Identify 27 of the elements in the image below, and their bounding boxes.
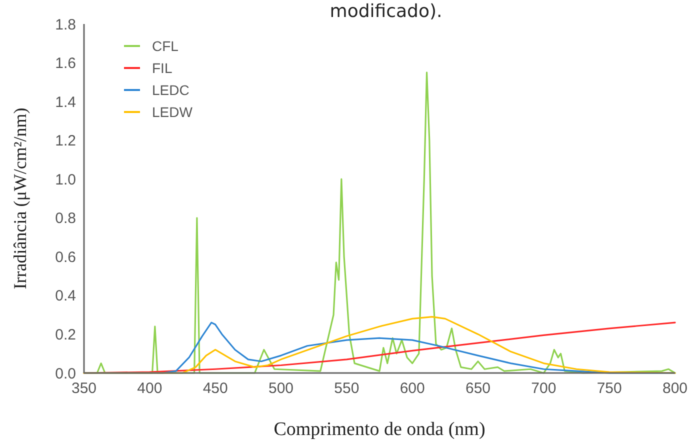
y-tick-label: 0.8 bbox=[55, 210, 76, 228]
x-tick-label: 350 bbox=[71, 380, 97, 397]
x-tick-label: 600 bbox=[400, 380, 425, 397]
x-tick-label: 700 bbox=[531, 380, 556, 397]
x-tick-label: 550 bbox=[334, 380, 360, 397]
x-axis-title: Comprimento de onda (nm) bbox=[274, 419, 486, 440]
y-tick-label: 0.4 bbox=[55, 288, 76, 305]
text: modificado). bbox=[330, 1, 442, 22]
y-tick-label: 0.0 bbox=[55, 365, 76, 382]
x-tick-label: 450 bbox=[202, 380, 228, 397]
legend-label: LEDC bbox=[152, 82, 190, 98]
y-tick-label: 0.6 bbox=[55, 248, 76, 266]
y-tick-label: 1.4 bbox=[55, 94, 76, 111]
x-tick-label: 800 bbox=[662, 380, 688, 397]
x-tick-label: 650 bbox=[465, 380, 491, 397]
legend-label: LEDW bbox=[152, 104, 194, 120]
y-axis-title: Irradiância (μW/cm²/nm) bbox=[10, 108, 30, 290]
legend-label: CFL bbox=[152, 38, 179, 54]
y-tick-label: 1.8 bbox=[55, 16, 76, 34]
y-tick-label: 0.2 bbox=[55, 326, 76, 344]
legend-label: FIL bbox=[152, 60, 172, 76]
y-tick-label: 1.2 bbox=[55, 132, 76, 150]
x-tick-label: 500 bbox=[268, 380, 294, 397]
y-tick-label: 1.6 bbox=[55, 55, 76, 72]
x-tick-label: 400 bbox=[137, 380, 162, 397]
x-tick-label: 750 bbox=[596, 380, 622, 397]
y-tick-label: 1.0 bbox=[55, 171, 76, 188]
